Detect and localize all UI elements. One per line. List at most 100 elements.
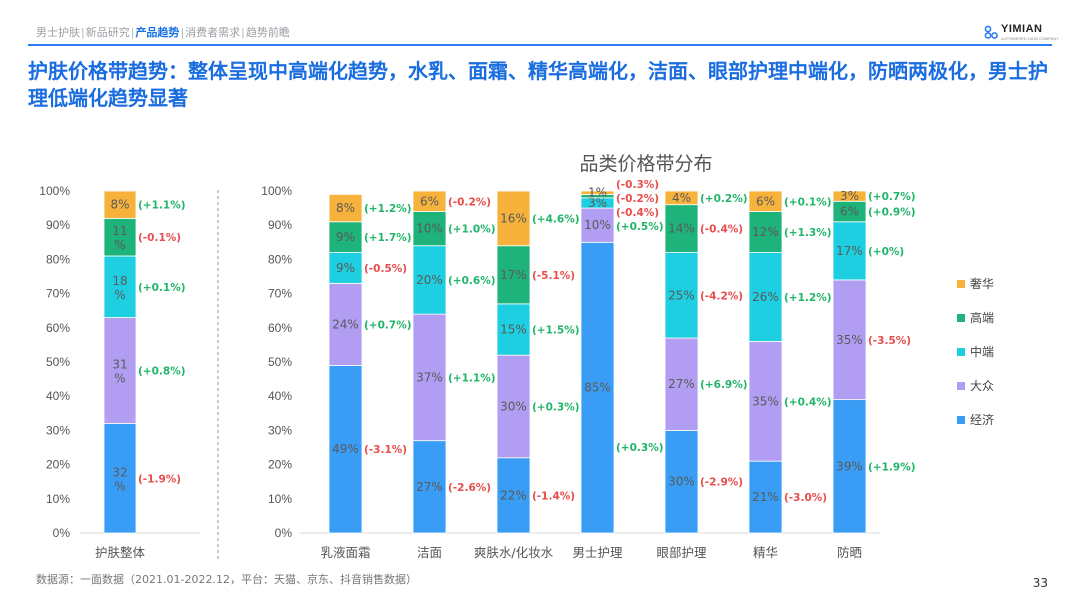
y-tick-label: 10% <box>46 492 70 506</box>
change-label: (-2.6%) <box>448 482 491 494</box>
y-tick-label: 30% <box>268 423 292 437</box>
legend-swatch <box>957 416 965 424</box>
y-tick-label: 100% <box>39 184 70 198</box>
change-label: (-0.5%) <box>364 263 407 275</box>
change-label: (-4.2%) <box>700 290 743 302</box>
bar-segment-大众 <box>328 282 363 366</box>
segment-value-label: % <box>114 238 125 252</box>
change-label: (-0.4%) <box>700 224 743 236</box>
segment-value-label: 21% <box>752 490 779 504</box>
segment-value-label: % <box>114 479 125 493</box>
legend-swatch <box>957 314 965 322</box>
legend-label: 大众 <box>970 379 994 393</box>
segment-value-label: 8% <box>336 201 355 215</box>
chart-title: 品类价格带分布 <box>579 153 712 175</box>
data-source-note: 数据源：一面数据（2021.01-2022.12，平台：天猫、京东、抖音销售数据… <box>36 573 417 586</box>
bar-segment-大众 <box>496 354 531 459</box>
nav-item[interactable]: 趋势前瞻 <box>245 26 290 39</box>
segment-value-label: 6% <box>840 205 859 219</box>
segment-value-label: 35% <box>752 394 779 408</box>
segment-value-label: 17% <box>500 268 527 282</box>
legend-label: 高端 <box>970 310 994 325</box>
bar-segment-经济 <box>103 423 137 534</box>
segment-value-label: 35% <box>836 333 863 347</box>
nav-item[interactable]: 产品趋势 <box>135 26 180 39</box>
change-label: (+1.2%) <box>364 203 412 215</box>
segment-value-label: 6% <box>756 194 775 208</box>
y-tick-label: 40% <box>46 389 70 403</box>
bar-segment-经济 <box>832 399 867 534</box>
header-divider-line <box>28 44 1052 46</box>
change-label: (-0.1%) <box>138 232 181 244</box>
legend-swatch <box>957 382 965 390</box>
change-label: (+0.8%) <box>138 366 186 378</box>
segment-value-label: 27% <box>416 480 443 494</box>
legend-label: 奢华 <box>970 277 994 291</box>
legend-swatch <box>957 280 965 288</box>
legend-label: 中端 <box>970 344 994 359</box>
x-category-label: 护肤整体 <box>95 545 146 560</box>
segment-value-label: 3% <box>588 196 607 210</box>
bar-segment-奢华 <box>103 190 137 219</box>
change-label: (+1.3%) <box>784 227 832 239</box>
logo-text: YIMIAN <box>1001 23 1043 35</box>
segment-value-label: 8% <box>110 198 129 212</box>
y-tick-label: 60% <box>46 321 70 335</box>
company-logo: YIMIAN AI-POWERED DATA COMPANY <box>984 22 1059 42</box>
change-label: (+0.7%) <box>868 191 916 203</box>
bar-segment-中端 <box>328 252 363 284</box>
segment-value-label: 26% <box>752 290 779 304</box>
y-tick-label: 30% <box>46 423 70 437</box>
y-tick-label: 80% <box>46 252 70 266</box>
change-label: (+1.2%) <box>784 292 832 304</box>
y-tick-label: 20% <box>46 458 70 472</box>
x-category-label: 眼部护理 <box>656 545 707 560</box>
bar-segment-经济 <box>496 457 531 534</box>
legend-swatch <box>957 348 965 356</box>
bar-segment-奢华 <box>412 190 447 212</box>
y-tick-label: 60% <box>268 321 292 335</box>
segment-value-label: % <box>114 372 125 386</box>
segment-value-label: 24% <box>332 317 359 331</box>
nav-item[interactable]: 新品研究 <box>85 26 130 39</box>
bar-segment-奢华 <box>328 194 363 223</box>
nav-item[interactable]: 男士护肤 <box>36 26 80 39</box>
segment-value-label: 12% <box>752 225 779 239</box>
bar-segment-奢华 <box>832 190 867 202</box>
bar-segment-经济 <box>328 365 363 534</box>
y-tick-label: 40% <box>268 389 292 403</box>
bar-segment-大众 <box>580 207 615 243</box>
segment-value-label: 10% <box>584 218 611 232</box>
segment-value-label: 20% <box>416 273 443 287</box>
y-tick-label: 10% <box>268 492 292 506</box>
segment-value-label: 9% <box>336 230 355 244</box>
logo-subtext: AI-POWERED DATA COMPANY <box>1001 36 1059 41</box>
page-number: 33 <box>1032 576 1048 590</box>
bar-segment-奢华 <box>664 190 699 206</box>
y-tick-label: 90% <box>268 218 292 232</box>
segment-value-label: 32 <box>112 465 127 479</box>
nav-separator: | <box>241 26 245 39</box>
x-category-label: 男士护理 <box>572 545 623 560</box>
segment-value-label: % <box>114 288 125 302</box>
change-label: (+0.6%) <box>448 275 496 287</box>
change-label: (-3.5%) <box>868 335 911 347</box>
bar-segment-中端 <box>103 255 137 318</box>
change-label: (-1.4%) <box>532 490 575 502</box>
change-label: (-3.0%) <box>784 492 827 504</box>
bar-segment-中端 <box>496 303 531 356</box>
change-label: (+1.9%) <box>868 461 916 473</box>
y-tick-label: 70% <box>46 287 70 301</box>
y-tick-label: 0% <box>275 526 293 540</box>
bar-segment-高端 <box>748 211 783 253</box>
change-label: (+0.3%) <box>616 442 664 454</box>
x-category-label: 精华 <box>753 545 778 560</box>
x-category-label: 防晒 <box>837 545 862 560</box>
nav-item[interactable]: 消费者需求 <box>185 26 241 39</box>
segment-value-label: 31 <box>112 358 127 372</box>
bar-segment-经济 <box>412 440 447 534</box>
segment-value-label: 30% <box>668 475 695 489</box>
change-label: (+6.9%) <box>700 379 748 391</box>
nav-separator: | <box>81 26 85 39</box>
